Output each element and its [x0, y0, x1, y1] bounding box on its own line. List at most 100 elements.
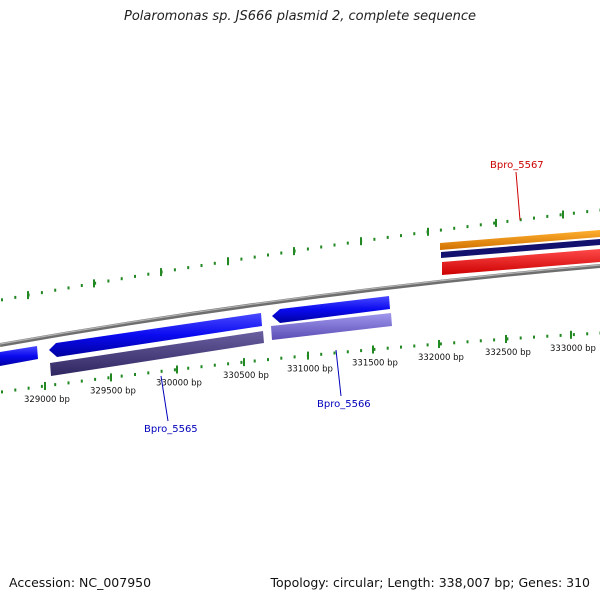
- minor-tick: [533, 335, 535, 339]
- minor-tick: [67, 286, 70, 290]
- map-title: Polaromonas sp. JS666 plasmid 2, complet…: [123, 9, 476, 24]
- minor-tick: [213, 261, 216, 265]
- tick-label: 331500 bp: [352, 359, 398, 369]
- tick-label: 332000 bp: [418, 353, 464, 363]
- minor-tick: [479, 339, 482, 343]
- major-tick: [505, 335, 507, 343]
- minor-tick: [373, 347, 376, 351]
- minor-tick: [572, 211, 575, 215]
- gene-bar-bpro-5567-orange: [440, 230, 600, 250]
- minor-tick: [54, 288, 57, 292]
- tick-label: 329500 bp: [90, 386, 136, 396]
- minor-tick: [120, 277, 123, 281]
- tick-label: 332500 bp: [485, 348, 531, 358]
- major-ticks: 329000 bp 329500 bp 330000 bp 330500 bp 3310…: [24, 210, 596, 405]
- minor-tick: [493, 221, 496, 225]
- minor-tick: [1, 390, 3, 394]
- minor-tick: [160, 369, 163, 373]
- outer-major-tick: [427, 227, 429, 236]
- minor-tick: [559, 333, 562, 337]
- outer-tick-row: [1, 208, 600, 302]
- minor-tick: [466, 340, 469, 344]
- minor-tick: [173, 268, 176, 272]
- minor-tick: [373, 237, 376, 241]
- minor-tick: [213, 363, 216, 367]
- gene-bar-bpro-5567-red: [442, 249, 600, 275]
- minor-tick: [187, 266, 190, 270]
- minor-tick: [80, 379, 83, 383]
- minor-tick: [147, 272, 150, 276]
- major-tick: [243, 358, 245, 367]
- minor-tick: [253, 255, 256, 259]
- minor-tick: [94, 377, 97, 381]
- minor-tick: [386, 346, 389, 350]
- minor-tick: [27, 386, 30, 390]
- gene-bar-bpro-5565: [50, 331, 264, 376]
- minor-tick: [533, 216, 535, 220]
- minor-tick: [559, 213, 562, 217]
- minor-tick: [227, 362, 230, 366]
- gene-label-bpro-5567: Bpro_5567: [490, 160, 544, 171]
- major-tick: [372, 345, 374, 354]
- major-tick: [438, 340, 440, 348]
- minor-tick: [426, 343, 429, 347]
- outer-major-tick: [293, 247, 295, 256]
- accession-text: Accession: NC_007950: [9, 575, 152, 590]
- minor-tick: [572, 333, 575, 337]
- minor-tick: [200, 365, 203, 369]
- minor-tick: [107, 376, 110, 380]
- gene-label-bpro-5565: Bpro_5565: [144, 424, 198, 435]
- outer-major-tick: [27, 291, 29, 300]
- gene-bar-bpro-5566: [271, 313, 392, 340]
- minor-tick: [519, 218, 522, 222]
- minor-tick: [134, 274, 136, 278]
- outer-major-tick: [562, 210, 564, 219]
- minor-tick: [80, 284, 83, 287]
- minor-tick: [360, 349, 363, 353]
- minor-tick: [519, 336, 522, 340]
- minor-tick: [240, 257, 243, 261]
- minor-tick: [546, 334, 549, 338]
- leader-line-bpro-5567: [515, 171, 521, 221]
- minor-tick: [280, 251, 283, 255]
- minor-tick: [293, 355, 296, 359]
- outer-major-tick: [227, 257, 229, 266]
- tick-label: 329000 bp: [24, 395, 70, 405]
- minor-tick: [54, 383, 57, 387]
- major-tick: [44, 382, 46, 390]
- major-tick: [570, 330, 572, 339]
- leader-line-bpro-5565: [160, 375, 169, 422]
- minor-tick: [386, 235, 389, 239]
- minor-tick: [200, 264, 203, 267]
- cds-arrow-bpro-5565-region: [49, 313, 262, 357]
- cds-arrow-left-edge: [0, 346, 38, 366]
- minor-tick: [586, 332, 589, 336]
- minor-tick: [320, 352, 323, 356]
- major-tick: [176, 365, 178, 374]
- minor-tick: [14, 295, 17, 299]
- minor-tick: [67, 381, 70, 385]
- tick-label: 330500 bp: [223, 371, 269, 381]
- gene-label-bpro-5566: Bpro_5566: [317, 399, 371, 410]
- outer-major-tick: [160, 268, 162, 277]
- minor-tick: [400, 234, 402, 238]
- minor-tick: [14, 388, 17, 392]
- outer-major-tick: [495, 218, 497, 227]
- minor-tick: [253, 359, 256, 363]
- minor-tick: [107, 279, 110, 283]
- minor-tick: [413, 344, 416, 348]
- leader-line-bpro-5566: [335, 349, 342, 397]
- minor-tick: [493, 338, 496, 342]
- tick-label: 333000 bp: [550, 344, 596, 354]
- outer-major-tick: [93, 279, 95, 288]
- minor-tick: [94, 281, 97, 285]
- minor-tick: [40, 384, 43, 388]
- minor-tick: [320, 245, 323, 249]
- minor-tick: [400, 345, 402, 349]
- minor-tick: [267, 358, 269, 362]
- topology-text: Topology: circular; Length: 338,007 bp; …: [270, 575, 591, 590]
- minor-tick: [453, 226, 456, 230]
- minor-tick: [240, 360, 243, 364]
- gene-bar-bpro-5567-navy: [441, 239, 600, 258]
